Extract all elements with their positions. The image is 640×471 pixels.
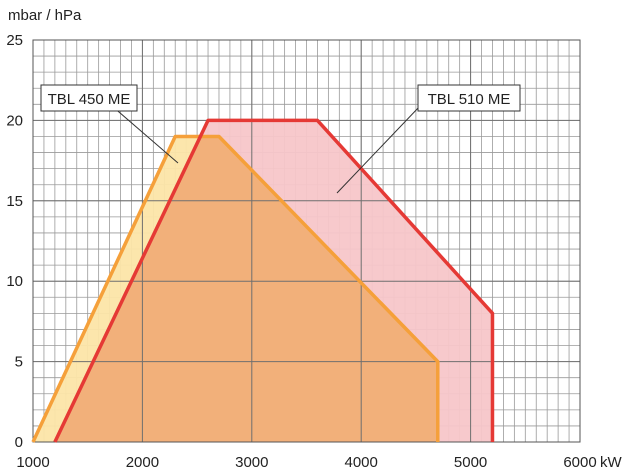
y-tick-label: 20 bbox=[6, 112, 23, 129]
plot-frame bbox=[32, 39, 581, 443]
line-tbl-450-me bbox=[31, 134, 440, 443]
series-lines bbox=[31, 118, 495, 443]
x-tick-labels: 1000 2000 3000 4000 5000 6000 bbox=[16, 454, 596, 471]
x-tick-label: 4000 bbox=[345, 454, 378, 471]
y-tick-label: 5 bbox=[15, 354, 23, 371]
x-tick-label: 5000 bbox=[454, 454, 487, 471]
series-callouts: TBL 450 ME TBL 510 ME bbox=[40, 84, 521, 194]
x-axis-label: kW bbox=[600, 454, 623, 471]
y-tick-labels: 0 5 10 15 20 25 bbox=[6, 32, 23, 451]
y-axis-label: mbar / hPa bbox=[8, 7, 82, 24]
line-tbl-510-me bbox=[53, 118, 495, 443]
x-tick-label: 1000 bbox=[16, 454, 49, 471]
y-tick-label: 0 bbox=[15, 434, 23, 451]
callout-box-tbl-510-me bbox=[417, 84, 521, 112]
callout-box-tbl-450-me bbox=[40, 84, 138, 112]
x-tick-label: 6000 bbox=[563, 454, 596, 471]
callout-label-tbl-510-me: TBL 510 ME bbox=[428, 91, 511, 108]
x-tick-label: 2000 bbox=[126, 454, 159, 471]
leader-tbl-450-me bbox=[111, 105, 179, 164]
y-tick-label: 10 bbox=[6, 273, 23, 290]
grid-major bbox=[32, 39, 581, 443]
callout-label-tbl-450-me: TBL 450 ME bbox=[48, 91, 131, 108]
y-tick-label: 25 bbox=[6, 32, 23, 49]
x-tick-label: 3000 bbox=[235, 454, 268, 471]
y-tick-label: 15 bbox=[6, 193, 23, 210]
area-overlap bbox=[54, 136, 438, 442]
leader-tbl-510-me bbox=[336, 105, 421, 194]
